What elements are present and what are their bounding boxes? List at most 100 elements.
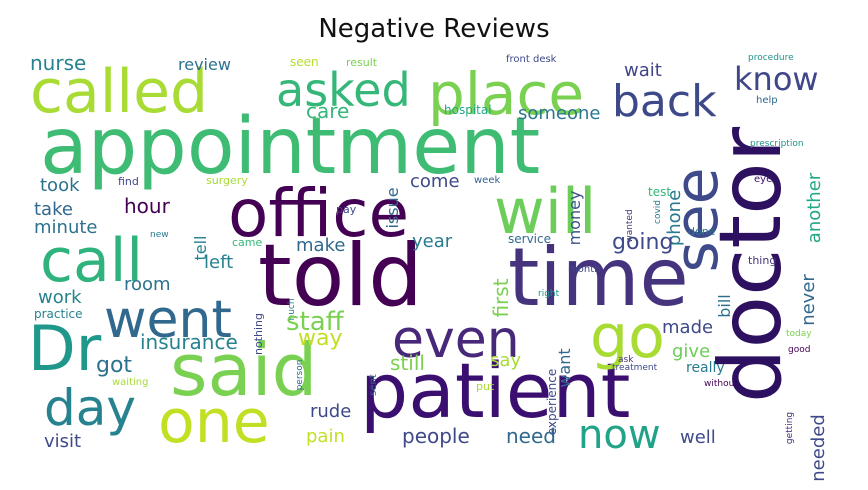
word-insurance: insurance bbox=[140, 330, 238, 354]
word-eye: eye bbox=[754, 174, 772, 185]
word-room: room bbox=[124, 274, 171, 295]
word-without: without bbox=[704, 379, 738, 389]
word-going: going bbox=[612, 230, 673, 255]
word-service: service bbox=[508, 232, 551, 246]
word-went: went bbox=[104, 290, 232, 350]
chart-title: Negative Reviews bbox=[318, 14, 550, 44]
word-hour: hour bbox=[124, 194, 171, 218]
word-back: back bbox=[612, 76, 717, 127]
word-procedure: procedure bbox=[748, 53, 794, 63]
word-visit: visit bbox=[44, 431, 81, 452]
word-care: care bbox=[306, 99, 349, 123]
word-experience: experience bbox=[545, 369, 559, 436]
word-come: come bbox=[410, 171, 460, 192]
word-much: much bbox=[287, 298, 297, 323]
word-people: people bbox=[402, 424, 470, 448]
word-front-desk: front desk bbox=[506, 54, 557, 65]
word-nothing: nothing bbox=[252, 313, 265, 355]
word-work: work bbox=[38, 287, 82, 308]
word-told: told bbox=[258, 226, 423, 326]
word-still: still bbox=[390, 351, 425, 375]
word-practice: practice bbox=[34, 307, 83, 321]
word-money: money bbox=[565, 191, 584, 246]
word-called: called bbox=[30, 57, 208, 127]
word-done: done bbox=[688, 225, 716, 238]
word-dr: Dr bbox=[28, 312, 102, 385]
word-wanted: wanted bbox=[625, 209, 635, 242]
word-pay: pay bbox=[336, 203, 357, 216]
word-make: make bbox=[296, 235, 345, 256]
word-getting: getting bbox=[785, 412, 795, 444]
word-first: first bbox=[489, 278, 513, 317]
word-appointment: appointment bbox=[40, 102, 540, 192]
word-will: will bbox=[494, 175, 596, 248]
word-rude: rude bbox=[310, 401, 351, 422]
word-left: left bbox=[204, 252, 233, 273]
word-hospital: hospital bbox=[444, 103, 492, 117]
word-review: review bbox=[178, 55, 231, 74]
word-phone: phone bbox=[664, 190, 685, 246]
word-know: know bbox=[734, 60, 819, 98]
word-right: right bbox=[538, 289, 560, 299]
word-nurse: nurse bbox=[30, 51, 86, 75]
word-even: even bbox=[392, 310, 520, 370]
word-came: came bbox=[232, 236, 263, 249]
word-another: another bbox=[804, 172, 825, 243]
word-week: week bbox=[474, 175, 500, 186]
word-need: need bbox=[506, 424, 556, 448]
word-new: new bbox=[150, 230, 169, 240]
word-asked: asked bbox=[276, 63, 411, 117]
word-doctor: doctor bbox=[701, 126, 801, 403]
word-tell: tell bbox=[191, 235, 210, 260]
word-find: find bbox=[118, 175, 139, 188]
word-go: go bbox=[590, 302, 665, 372]
word-one: one bbox=[158, 387, 270, 457]
word-treatment: treatment bbox=[612, 363, 658, 373]
word-say: say bbox=[490, 350, 521, 371]
word-thing: thing bbox=[748, 254, 776, 267]
word-issue: issue bbox=[383, 187, 402, 228]
word-patient: patient bbox=[360, 346, 630, 435]
word-give: give bbox=[672, 341, 710, 362]
word-surgery: surgery bbox=[206, 174, 248, 187]
word-needed: needed bbox=[808, 414, 829, 481]
word-call: call bbox=[40, 226, 143, 296]
word-way: way bbox=[298, 326, 343, 351]
word-test: test bbox=[648, 185, 671, 199]
word-help: help bbox=[756, 95, 778, 106]
word-waiting: waiting bbox=[112, 377, 148, 388]
word-year: year bbox=[412, 231, 453, 252]
word-took: took bbox=[40, 175, 80, 196]
word-sent: sent bbox=[368, 374, 379, 396]
word-someone: someone bbox=[518, 103, 601, 124]
word-covid: covid bbox=[653, 200, 663, 224]
word-staff: staff bbox=[286, 307, 345, 337]
word-day: day bbox=[44, 379, 136, 437]
word-person: person bbox=[295, 360, 305, 391]
word-result: result bbox=[346, 56, 378, 69]
word-well: well bbox=[680, 427, 716, 448]
word-see: see bbox=[662, 167, 732, 272]
word-seen: seen bbox=[290, 55, 319, 69]
word-month: month bbox=[568, 264, 600, 275]
word-never: never bbox=[798, 274, 819, 326]
word-made: made bbox=[662, 317, 713, 338]
word-place: place bbox=[428, 60, 584, 128]
word-today: today bbox=[786, 329, 812, 339]
word-minute: minute bbox=[34, 217, 97, 238]
word-take: take bbox=[34, 199, 73, 220]
word-good: good bbox=[788, 345, 810, 355]
word-want: want bbox=[555, 348, 574, 387]
word-prescription: prescription bbox=[750, 139, 804, 149]
word-pain: pain bbox=[306, 426, 345, 447]
word-put: put bbox=[476, 380, 495, 393]
word-wait: wait bbox=[624, 60, 662, 81]
word-bill: bill bbox=[715, 294, 734, 318]
word-said: said bbox=[170, 328, 317, 412]
word-got: got bbox=[96, 353, 132, 378]
word-time: time bbox=[508, 231, 689, 324]
word-ask: ask bbox=[618, 355, 634, 365]
word-office: office bbox=[228, 175, 409, 252]
word-really: really bbox=[686, 360, 725, 376]
